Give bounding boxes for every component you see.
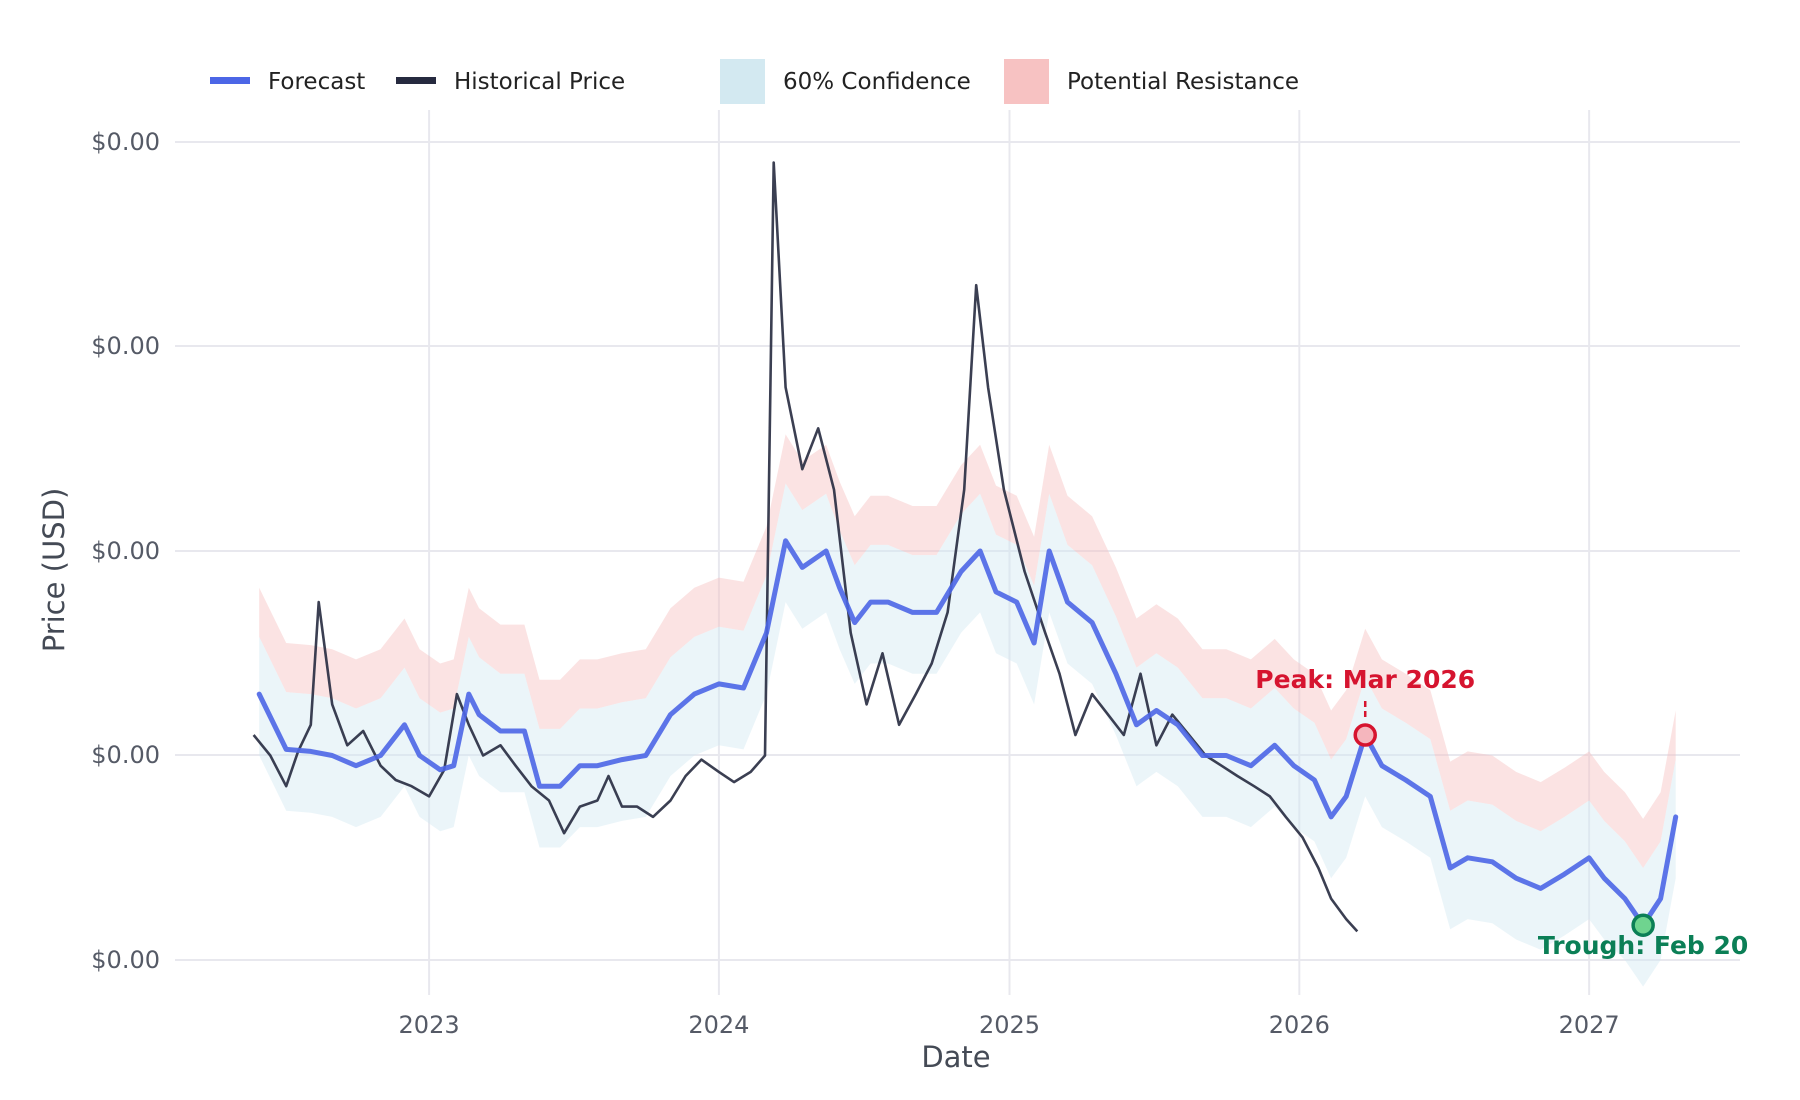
y-tick-label: $0.00 [91,332,160,360]
x-axis-ticks: 2023 2024 2025 2026 2027 [399,1011,1620,1039]
legend-swatch-confidence [720,59,765,104]
y-axis-title: Price (USD) [37,488,71,653]
historical-price-line [252,161,1359,933]
trough-marker [1631,913,1655,937]
x-tick-label: 2025 [979,1011,1040,1039]
x-tick-label: 2023 [399,1011,460,1039]
forecast-line [256,538,1679,928]
legend-item-forecast: Forecast [210,69,365,95]
resistance-band [259,434,1676,868]
legend: Forecast Historical Price 60% Confidence… [210,59,1299,104]
grid [175,110,1740,995]
x-axis-title: Date [921,1040,990,1074]
x-tick-label: 2026 [1269,1011,1330,1039]
y-tick-label: $0.00 [91,128,160,156]
y-tick-label: $0.00 [91,741,160,769]
legend-label-resistance: Potential Resistance [1067,69,1299,95]
legend-swatch-historical [396,77,436,84]
confidence-band [259,483,1676,987]
legend-item-resistance: Potential Resistance [1004,59,1299,104]
y-tick-label: $0.00 [91,537,160,565]
annotations: Peak: Mar 2026 Trough: Feb 20 [1255,665,1748,960]
x-tick-label: 2024 [688,1011,749,1039]
legend-item-confidence: 60% Confidence [720,59,971,104]
x-tick-label: 2027 [1559,1011,1620,1039]
legend-swatch-resistance [1004,59,1049,104]
legend-swatch-forecast [210,77,250,84]
legend-item-historical: Historical Price [396,69,625,95]
trough-label: Trough: Feb 20 [1538,931,1748,960]
y-tick-label: $0.00 [91,946,160,974]
peak-label: Peak: Mar 2026 [1255,665,1475,694]
bands [259,434,1676,987]
legend-label-historical: Historical Price [454,69,625,95]
peak-marker [1353,723,1377,747]
legend-label-forecast: Forecast [268,69,365,95]
legend-label-confidence: 60% Confidence [783,69,971,95]
y-axis-ticks: $0.00 $0.00 $0.00 $0.00 $0.00 [91,128,160,974]
